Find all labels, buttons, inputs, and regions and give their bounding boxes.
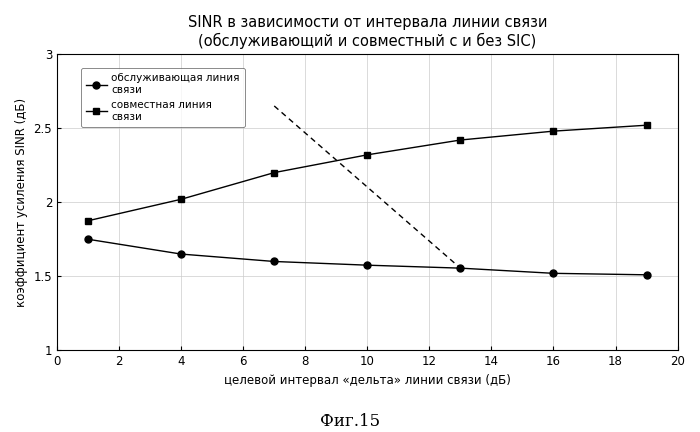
обслуживающая линия
связи — [363, 263, 372, 268]
совместная линия
связи — [363, 152, 372, 157]
совместная линия
связи — [84, 218, 92, 223]
X-axis label: целевой интервал «дельта» линии связи (дБ): целевой интервал «дельта» линии связи (д… — [224, 374, 511, 387]
обслуживающая линия
связи — [456, 266, 465, 271]
Line: обслуживающая линия
связи: обслуживающая линия связи — [85, 236, 650, 278]
Y-axis label: коэффициент усиления SINR (дБ): коэффициент усиления SINR (дБ) — [15, 98, 28, 307]
совместная линия
связи — [177, 197, 186, 202]
совместная линия
связи — [643, 123, 651, 128]
Legend: обслуживающая линия
связи, совместная линия
связи: обслуживающая линия связи, совместная ли… — [81, 68, 245, 127]
обслуживающая линия
связи — [270, 259, 279, 264]
обслуживающая линия
связи — [550, 271, 558, 276]
Text: Фиг.15: Фиг.15 — [320, 413, 380, 430]
обслуживающая линия
связи — [643, 272, 651, 277]
Line: совместная линия
связи: совместная линия связи — [85, 122, 650, 224]
совместная линия
связи — [456, 137, 465, 143]
Title: SINR в зависимости от интервала линии связи
(обслуживающий и совместный с и без : SINR в зависимости от интервала линии св… — [188, 15, 547, 49]
обслуживающая линия
связи — [84, 237, 92, 242]
совместная линия
связи — [550, 129, 558, 134]
обслуживающая линия
связи — [177, 251, 186, 257]
совместная линия
связи — [270, 170, 279, 175]
